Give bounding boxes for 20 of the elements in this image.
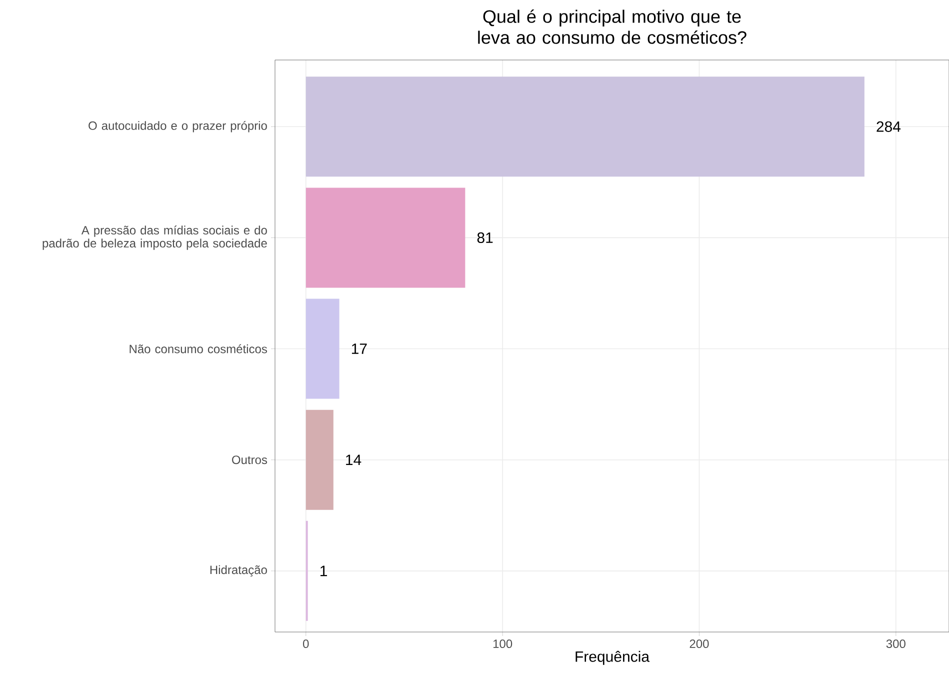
data-label: 17	[352, 344, 367, 354]
bar	[306, 188, 466, 288]
x-tick-label: 0	[303, 640, 309, 648]
bar	[306, 76, 864, 177]
data-label: 81	[477, 232, 493, 244]
chart-title: Qual é o principal motivo que te leva ao consumo de cosméticos?	[478, 10, 746, 44]
x-tick-label: 100	[493, 640, 512, 648]
data-label: 14	[346, 454, 362, 466]
data-label: 1	[320, 566, 327, 576]
bar	[306, 410, 334, 510]
x-tick-label: 200	[690, 640, 709, 648]
x-tick-label: 300	[886, 640, 906, 648]
bar	[306, 298, 340, 399]
y-tick-label: Hidratação	[210, 565, 267, 577]
y-tick-label: Não consumo cosméticos	[130, 344, 268, 354]
x-axis-title: Frequência	[576, 650, 650, 665]
y-tick-label: A pressão das mídias sociais e do padrão de beleza imposto pela sociedade	[42, 226, 267, 250]
data-label: 284	[876, 121, 901, 132]
y-tick-label: Outros	[232, 456, 268, 464]
y-tick-label: O autocuidado e o prazer próprio	[88, 120, 267, 132]
